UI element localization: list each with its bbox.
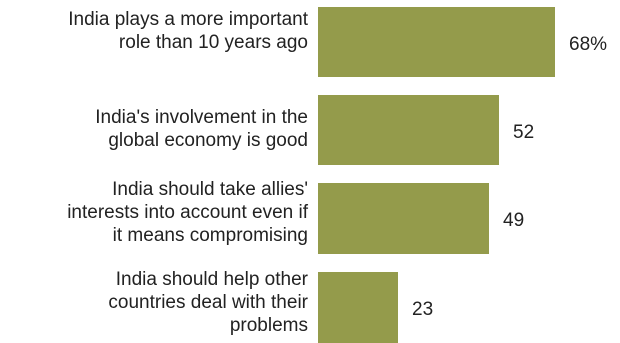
category-label-line: India plays a more important xyxy=(68,9,308,30)
bar-2 xyxy=(318,95,499,165)
category-label-line: India's involvement in the xyxy=(95,107,308,128)
category-label-line: India should take allies' xyxy=(112,179,308,200)
category-label-2: India's involvement in the global economy… xyxy=(0,106,308,152)
category-label-line: global economy is good xyxy=(108,130,308,151)
category-label-line: role than 10 years ago xyxy=(118,32,308,53)
bar-4 xyxy=(318,272,398,343)
value-label-2: 52 xyxy=(513,121,535,143)
value-label-3: 49 xyxy=(503,210,525,231)
category-label-line: countries deal with their xyxy=(108,292,308,313)
category-label-line: problems xyxy=(229,315,308,336)
category-label-line: it means compromising xyxy=(112,225,308,246)
category-label-line: interests into account even if xyxy=(67,202,308,223)
value-label-1: 68% xyxy=(569,33,608,55)
value-label-4: 23 xyxy=(412,299,434,320)
category-label-1: India plays a more important role than 10… xyxy=(0,8,308,54)
category-label-4: India should help other countries deal wi… xyxy=(0,268,308,337)
bar-3 xyxy=(318,183,489,254)
category-label-line: India should help other xyxy=(115,269,308,290)
bar-1 xyxy=(318,7,555,77)
category-label-3: India should take allies' interests into … xyxy=(0,178,308,247)
